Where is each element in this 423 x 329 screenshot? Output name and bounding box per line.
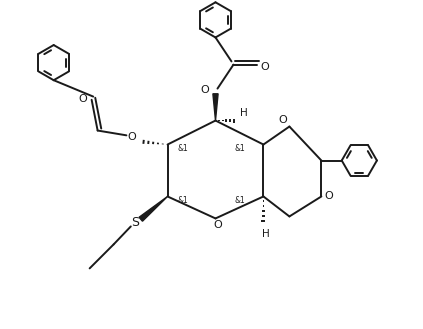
Text: O: O: [213, 220, 222, 230]
Text: S: S: [132, 216, 140, 229]
Text: O: O: [78, 93, 87, 104]
Text: O: O: [279, 114, 287, 125]
Text: &1: &1: [235, 144, 245, 153]
Text: O: O: [127, 132, 136, 142]
Text: O: O: [261, 63, 269, 72]
Text: H: H: [261, 229, 269, 239]
Text: &1: &1: [178, 196, 188, 205]
Text: H: H: [240, 108, 248, 118]
Text: O: O: [324, 191, 333, 201]
Text: &1: &1: [178, 144, 188, 153]
Text: O: O: [200, 85, 209, 95]
Polygon shape: [139, 196, 168, 221]
Text: &1: &1: [235, 196, 245, 205]
Polygon shape: [213, 94, 218, 120]
